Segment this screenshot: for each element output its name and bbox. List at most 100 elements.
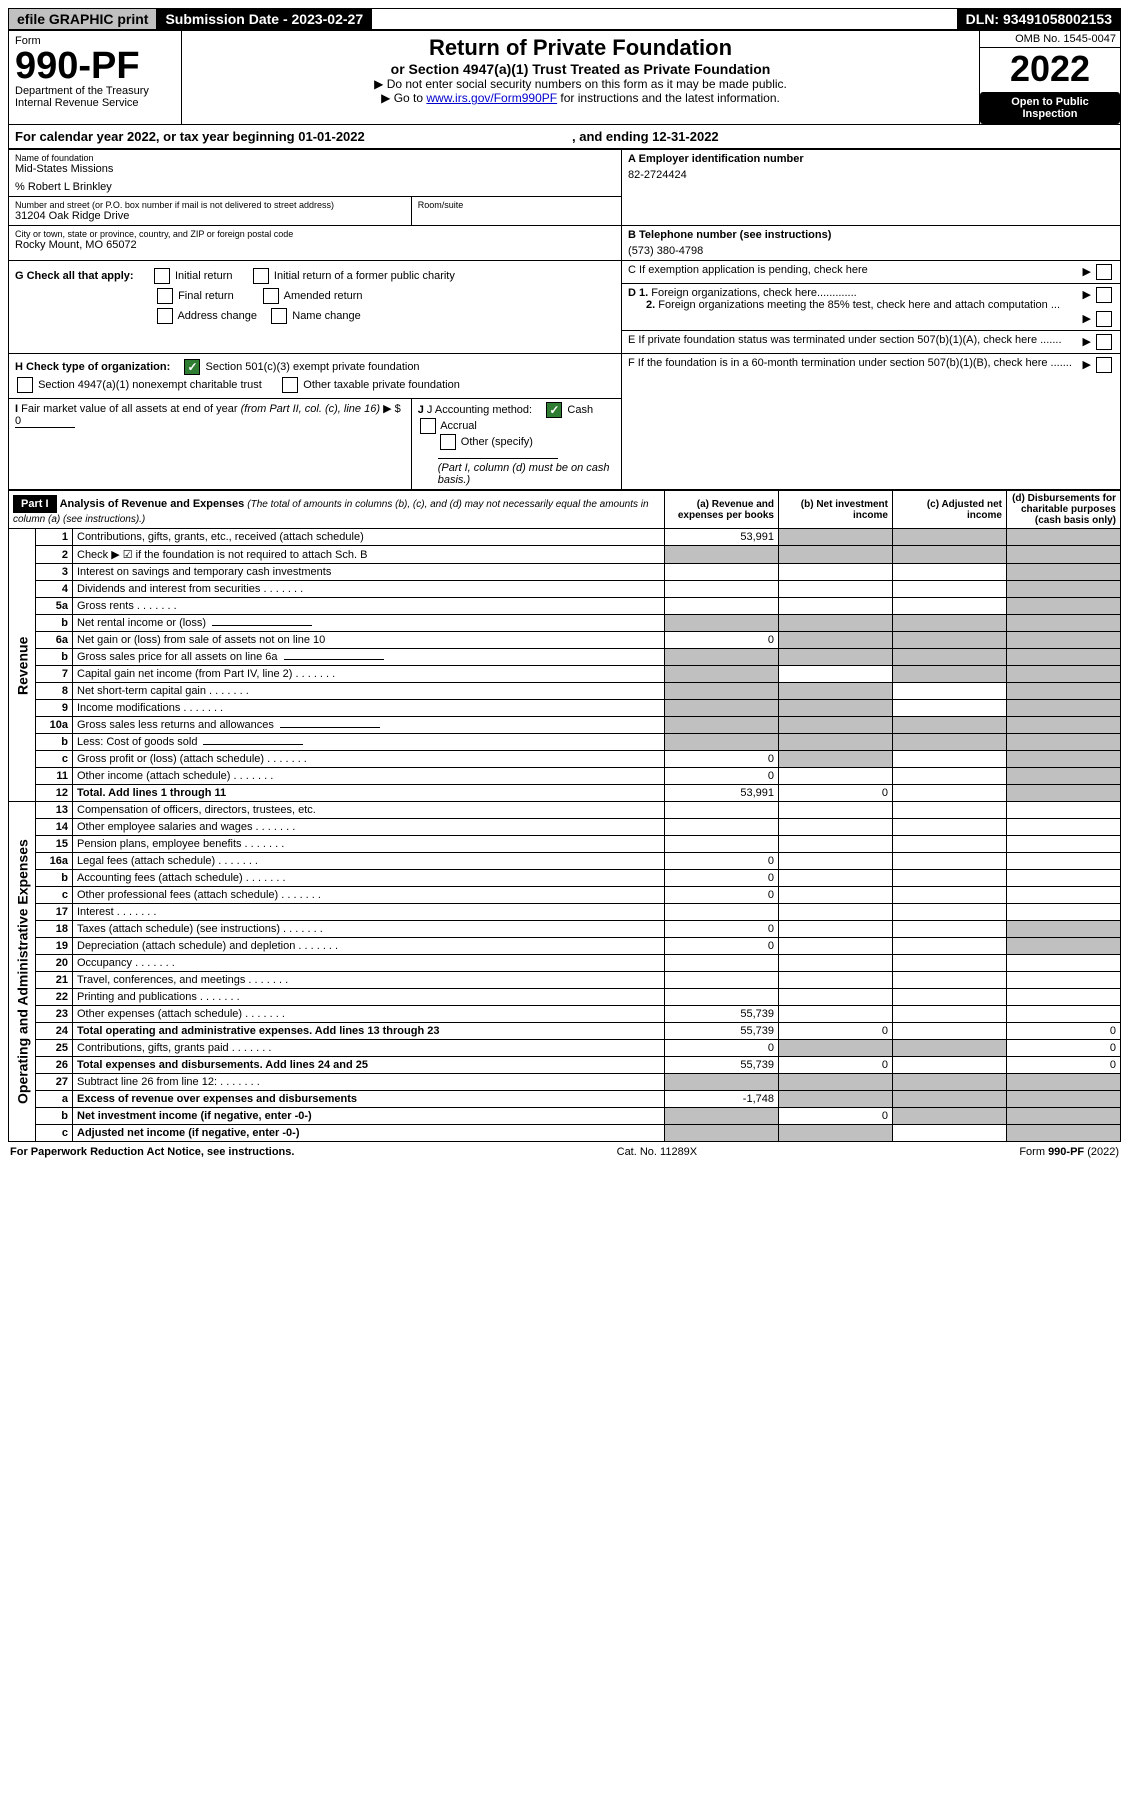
checkbox-4947[interactable] [17, 377, 33, 393]
efile-label[interactable]: efile GRAPHIC print [9, 9, 157, 29]
checkbox-501c3[interactable] [184, 359, 200, 375]
cell-b: 0 [779, 1057, 893, 1074]
row-number: 8 [36, 683, 73, 700]
checkbox-other-taxable[interactable] [282, 377, 298, 393]
cell-b: 0 [779, 1108, 893, 1125]
cell-b [779, 700, 893, 717]
cell-a: 0 [665, 768, 779, 785]
cell-b: 0 [779, 1023, 893, 1040]
row-description: Less: Cost of goods sold [73, 734, 665, 751]
checkbox-d2[interactable] [1096, 311, 1112, 327]
address-cell: Number and street (or P.O. box number if… [9, 197, 412, 226]
amended-label: Amended return [284, 290, 363, 302]
cell-c [893, 1023, 1007, 1040]
table-row: 12Total. Add lines 1 through 1153,9910 [9, 785, 1121, 802]
table-row: 23Other expenses (attach schedule) . . .… [9, 1006, 1121, 1023]
cell-b [779, 581, 893, 598]
col-a-header: (a) Revenue and expenses per books [665, 491, 779, 529]
row-number: 16a [36, 853, 73, 870]
entity-info-table: Name of foundation Mid-States Missions %… [8, 149, 1121, 490]
cell-a [665, 1125, 779, 1142]
table-row: bLess: Cost of goods sold [9, 734, 1121, 751]
checkbox-amended[interactable] [263, 288, 279, 304]
row-description: Compensation of officers, directors, tru… [73, 802, 665, 819]
table-row: 26Total expenses and disbursements. Add … [9, 1057, 1121, 1074]
j-cell: J J Accounting method: Cash Accrual Othe… [411, 399, 621, 490]
cell-d [1007, 700, 1121, 717]
row-number: 17 [36, 904, 73, 921]
cell-a: 0 [665, 887, 779, 904]
expenses-group-label: Operating and Administrative Expenses [9, 802, 36, 1142]
row-number: 23 [36, 1006, 73, 1023]
cell-c [893, 1125, 1007, 1142]
checkbox-accrual[interactable] [420, 418, 436, 434]
i-prefix: ▶ $ [383, 403, 401, 415]
table-row: cGross profit or (loss) (attach schedule… [9, 751, 1121, 768]
row-description: Income modifications . . . . . . . [73, 700, 665, 717]
j-cash-label: Cash [567, 404, 593, 416]
h-4947-label: Section 4947(a)(1) nonexempt charitable … [38, 379, 262, 391]
cell-c [893, 785, 1007, 802]
checkbox-other-method[interactable] [440, 434, 456, 450]
cell-d [1007, 751, 1121, 768]
checkbox-final-return[interactable] [157, 288, 173, 304]
checkbox-e[interactable] [1096, 334, 1112, 350]
row-number: 3 [36, 564, 73, 581]
cell-b [779, 836, 893, 853]
checkbox-cash[interactable] [546, 402, 562, 418]
cell-a [665, 598, 779, 615]
row-description: Pension plans, employee benefits . . . .… [73, 836, 665, 853]
checkbox-name-change[interactable] [271, 308, 287, 324]
table-row: 16aLegal fees (attach schedule) . . . . … [9, 853, 1121, 870]
table-row: 10aGross sales less returns and allowanc… [9, 717, 1121, 734]
table-row: 5aGross rents . . . . . . . [9, 598, 1121, 615]
cell-a: 53,991 [665, 785, 779, 802]
cell-a [665, 972, 779, 989]
cell-b [779, 598, 893, 615]
cell-d [1007, 1091, 1121, 1108]
cell-a [665, 649, 779, 666]
cell-c [893, 938, 1007, 955]
cell-a [665, 546, 779, 564]
table-row: cAdjusted net income (if negative, enter… [9, 1125, 1121, 1142]
initial-former-label: Initial return of a former public charit… [274, 270, 455, 282]
c-label: C If exemption application is pending, c… [628, 264, 868, 276]
footer-right: Form 990-PF (2022) [1019, 1146, 1119, 1158]
form-header: Form 990-PF Department of the Treasury I… [8, 30, 1121, 125]
cell-c [893, 955, 1007, 972]
cell-d [1007, 1125, 1121, 1142]
cell-a: 0 [665, 921, 779, 938]
checkbox-address-change[interactable] [157, 308, 173, 324]
row-description: Total operating and administrative expen… [73, 1023, 665, 1040]
cell-c [893, 768, 1007, 785]
form-link[interactable]: www.irs.gov/Form990PF [426, 91, 557, 105]
cell-b [779, 632, 893, 649]
checkbox-initial-return[interactable] [154, 268, 170, 284]
row-description: Total expenses and disbursements. Add li… [73, 1057, 665, 1074]
cell-a: 55,739 [665, 1023, 779, 1040]
row-description: Gross rents . . . . . . . [73, 598, 665, 615]
table-row: 3Interest on savings and temporary cash … [9, 564, 1121, 581]
table-row: 22Printing and publications . . . . . . … [9, 989, 1121, 1006]
cell-c [893, 972, 1007, 989]
cell-c [893, 989, 1007, 1006]
cell-c [893, 581, 1007, 598]
i-value: 0 [15, 415, 75, 428]
submission-date-label: Submission Date - 2023-02-27 [157, 9, 372, 29]
table-row: bGross sales price for all assets on lin… [9, 649, 1121, 666]
name-label: Name of foundation [15, 153, 615, 163]
cell-d [1007, 1074, 1121, 1091]
table-row: 17Interest . . . . . . . [9, 904, 1121, 921]
row-number: 7 [36, 666, 73, 683]
row-number: 26 [36, 1057, 73, 1074]
checks-h-cell: H Check type of organization: Section 50… [9, 354, 622, 399]
form-instr-2: ▶ Go to www.irs.gov/Form990PF for instru… [188, 91, 973, 105]
checkbox-f[interactable] [1096, 357, 1112, 373]
checkbox-d1[interactable] [1096, 287, 1112, 303]
checkbox-initial-former[interactable] [253, 268, 269, 284]
i-label: Fair market value of all assets at end o… [21, 403, 380, 415]
row-description: Gross sales less returns and allowances [73, 717, 665, 734]
row-description: Other professional fees (attach schedule… [73, 887, 665, 904]
row-number: 1 [36, 529, 73, 546]
checkbox-c[interactable] [1096, 264, 1112, 280]
